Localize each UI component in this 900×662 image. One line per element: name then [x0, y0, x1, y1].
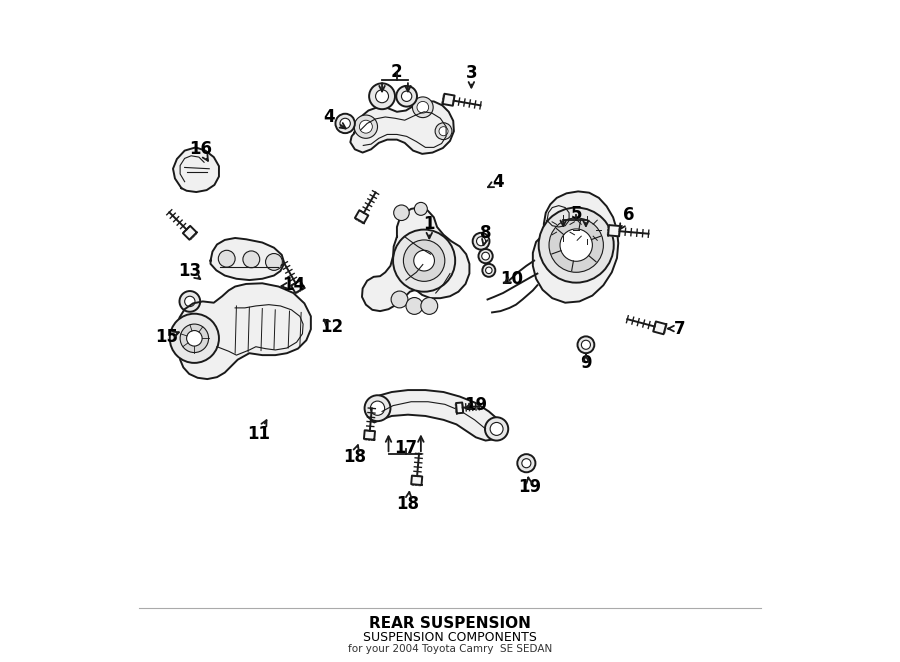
Text: 15: 15: [155, 328, 178, 346]
Text: 9: 9: [580, 354, 591, 372]
Text: 7: 7: [674, 320, 686, 338]
Circle shape: [482, 252, 490, 260]
Text: 8: 8: [481, 224, 492, 242]
Circle shape: [403, 240, 445, 281]
Text: 1: 1: [424, 214, 435, 233]
Circle shape: [393, 205, 410, 220]
Circle shape: [359, 120, 373, 133]
Circle shape: [417, 101, 428, 113]
Circle shape: [522, 459, 531, 468]
Text: 19: 19: [464, 396, 488, 414]
Text: 6: 6: [623, 207, 634, 224]
Circle shape: [406, 297, 423, 314]
Circle shape: [184, 296, 195, 307]
Text: SUSPENSION COMPONENTS: SUSPENSION COMPONENTS: [363, 631, 537, 644]
Circle shape: [572, 214, 603, 246]
Circle shape: [476, 237, 486, 246]
Circle shape: [364, 395, 391, 421]
Circle shape: [375, 90, 389, 103]
Circle shape: [482, 264, 495, 277]
Polygon shape: [456, 402, 464, 413]
Text: REAR SUSPENSION: REAR SUSPENSION: [369, 616, 531, 631]
Circle shape: [393, 230, 455, 292]
Circle shape: [518, 454, 536, 472]
Polygon shape: [211, 238, 284, 280]
Text: 18: 18: [343, 448, 365, 466]
Polygon shape: [173, 148, 219, 192]
Text: 5: 5: [571, 205, 582, 223]
Circle shape: [179, 291, 200, 312]
Text: 18: 18: [396, 495, 419, 513]
Circle shape: [336, 114, 355, 133]
Circle shape: [486, 267, 492, 273]
Text: 17: 17: [394, 440, 418, 457]
Circle shape: [479, 249, 492, 263]
Circle shape: [421, 297, 437, 314]
Polygon shape: [443, 94, 454, 106]
Text: 13: 13: [178, 262, 202, 280]
Text: for your 2004 Toyota Camry  SE SEDAN: for your 2004 Toyota Camry SE SEDAN: [348, 644, 552, 654]
Circle shape: [472, 233, 490, 250]
Polygon shape: [653, 322, 666, 334]
Circle shape: [392, 291, 408, 308]
Circle shape: [491, 422, 503, 436]
Polygon shape: [364, 430, 375, 440]
Circle shape: [555, 220, 571, 236]
Circle shape: [266, 254, 283, 270]
Polygon shape: [291, 281, 304, 293]
Circle shape: [369, 83, 395, 109]
Text: 3: 3: [465, 64, 477, 82]
Circle shape: [219, 250, 235, 267]
Circle shape: [180, 324, 209, 353]
Polygon shape: [608, 225, 620, 236]
Circle shape: [414, 250, 435, 271]
Text: 16: 16: [189, 140, 212, 158]
Circle shape: [549, 218, 603, 272]
Text: 4: 4: [492, 173, 504, 191]
Polygon shape: [533, 191, 618, 303]
Circle shape: [371, 401, 384, 415]
Circle shape: [539, 208, 614, 283]
Polygon shape: [350, 101, 454, 154]
Circle shape: [435, 122, 452, 140]
Text: 11: 11: [248, 425, 271, 443]
Circle shape: [549, 214, 578, 242]
Circle shape: [396, 86, 417, 107]
Circle shape: [578, 336, 594, 354]
Polygon shape: [178, 283, 310, 379]
Circle shape: [414, 203, 427, 215]
Circle shape: [186, 330, 202, 346]
Circle shape: [355, 115, 377, 138]
Text: 4: 4: [323, 108, 335, 126]
Text: 12: 12: [320, 318, 344, 336]
Polygon shape: [183, 226, 197, 240]
Circle shape: [412, 97, 433, 118]
Text: 14: 14: [282, 276, 305, 294]
Text: 10: 10: [500, 269, 523, 288]
Circle shape: [340, 118, 350, 128]
Text: 2: 2: [392, 63, 402, 81]
Polygon shape: [362, 208, 470, 311]
Circle shape: [170, 314, 219, 363]
Text: 19: 19: [518, 478, 541, 496]
Circle shape: [485, 417, 508, 441]
Circle shape: [243, 251, 260, 267]
Circle shape: [579, 222, 596, 238]
Circle shape: [581, 340, 590, 350]
Polygon shape: [369, 390, 502, 441]
Circle shape: [439, 126, 448, 136]
Circle shape: [560, 229, 592, 261]
Circle shape: [401, 91, 412, 101]
Polygon shape: [411, 475, 422, 485]
Polygon shape: [355, 211, 368, 223]
